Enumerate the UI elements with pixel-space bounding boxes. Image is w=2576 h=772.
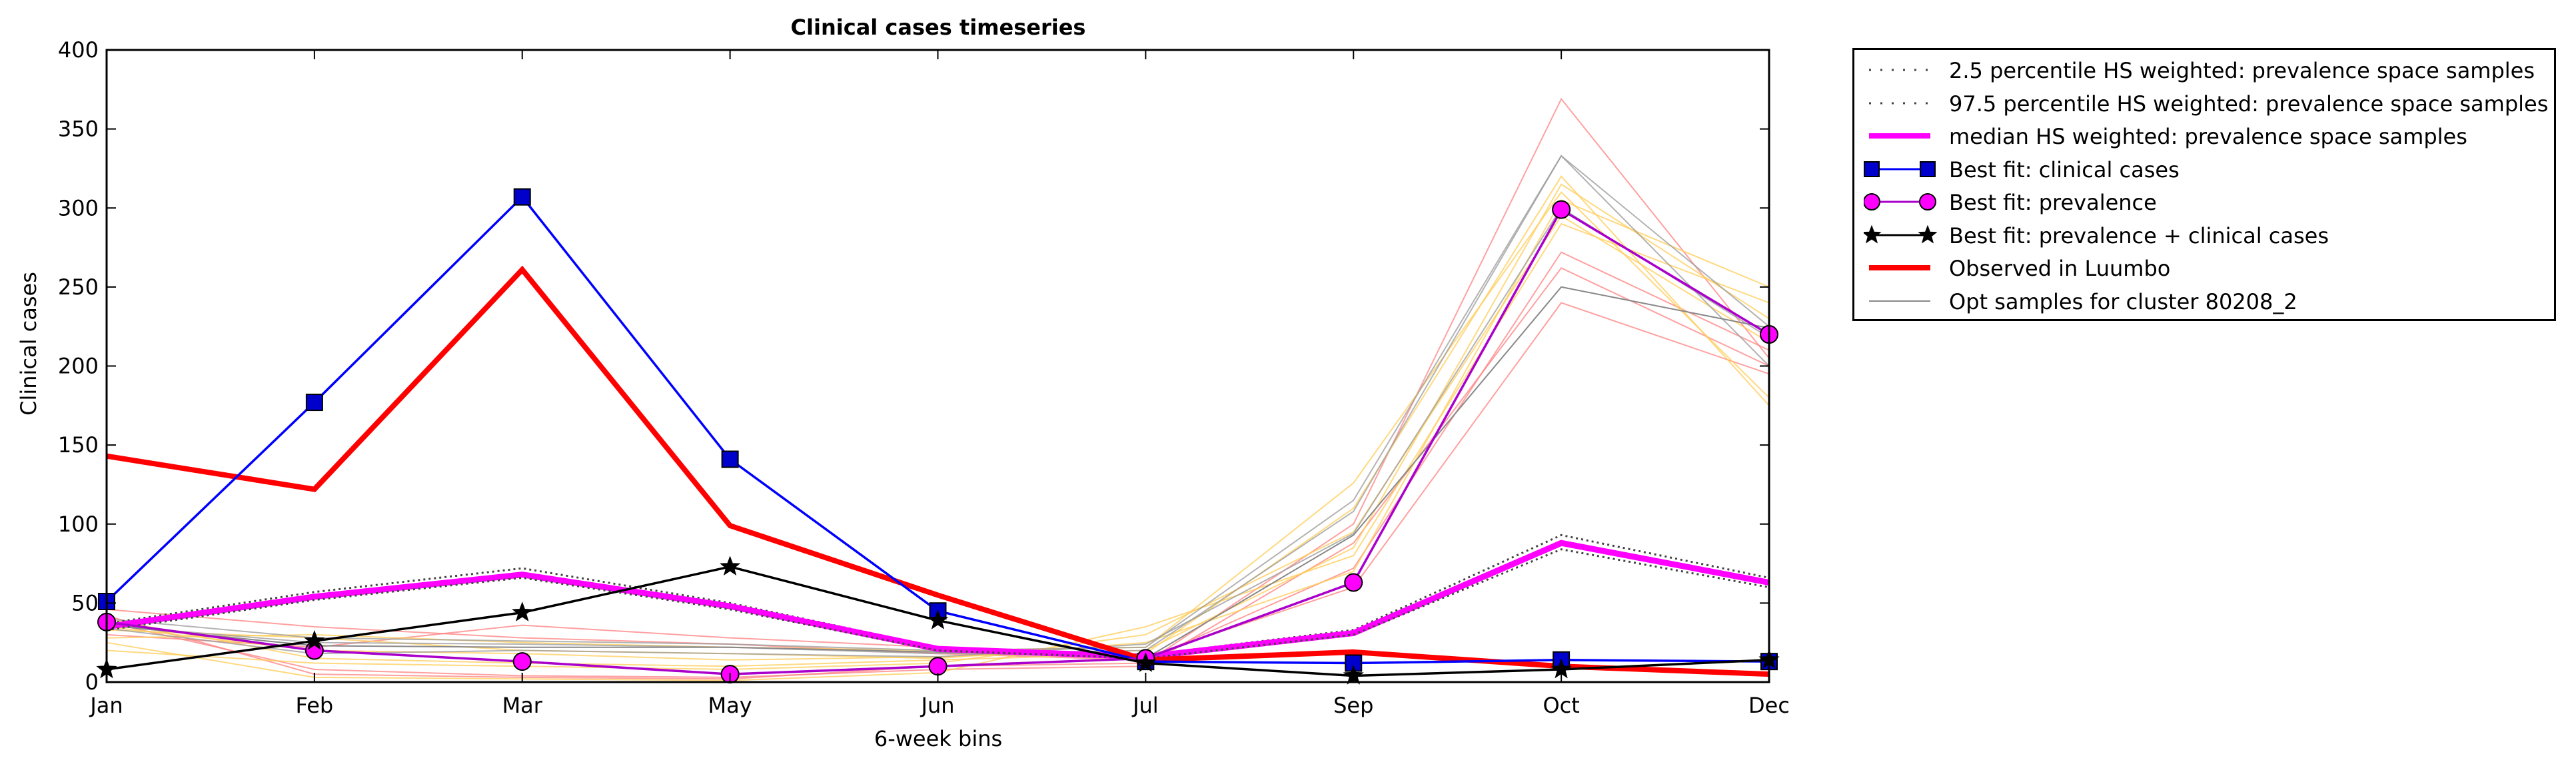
y-tick-label: 400 — [58, 37, 99, 63]
legend-label: Best fit: clinical cases — [1949, 157, 2180, 183]
y-axis-label: Clinical cases — [16, 272, 41, 416]
legend-label: Observed in Luumbo — [1949, 256, 2171, 281]
prevalence-marker — [1344, 573, 1363, 592]
x-tick-label: Oct — [1543, 693, 1579, 718]
legend-entry: median HS weighted: prevalence space sam… — [1854, 120, 2554, 152]
legend-entry: Observed in Luumbo — [1854, 252, 2554, 284]
series-line-opt-samples — [106, 286, 1770, 659]
series-line-median — [106, 540, 1770, 660]
legend-swatch — [1869, 69, 1930, 71]
sample-line — [106, 155, 1770, 655]
prevalence-marker — [512, 652, 532, 671]
prevalence-marker — [928, 657, 948, 676]
legend-label: 97.5 percentile HS weighted: prevalence … — [1949, 91, 2549, 117]
chart-title: Clinical cases timeseries — [791, 15, 1086, 40]
combined-marker — [1135, 652, 1156, 672]
legend-entry: 2.5 percentile HS weighted: prevalence s… — [1854, 54, 2554, 86]
legend-swatch — [1864, 224, 1937, 243]
x-tick-label: Sep — [1333, 693, 1373, 718]
x-tick-label: Jul — [1131, 693, 1159, 718]
y-tick-label: 350 — [58, 117, 99, 142]
x-tick-label: Feb — [296, 693, 334, 718]
y-tick-label: 0 — [85, 669, 99, 695]
x-tick-label: Dec — [1748, 693, 1790, 718]
series-line-p25 — [106, 548, 1770, 659]
y-tick-label: 300 — [58, 195, 99, 220]
legend-swatch — [1869, 265, 1930, 270]
x-axis-label: 6-week bins — [874, 726, 1002, 751]
legend-label: Opt samples for cluster 80208_2 — [1949, 288, 2297, 314]
clinical-marker — [513, 188, 531, 206]
x-tick-label: May — [708, 693, 752, 718]
legend: 2.5 percentile HS weighted: prevalence s… — [1852, 48, 2556, 321]
legend-swatch — [1864, 161, 1936, 177]
sample-line — [106, 183, 1770, 661]
legend-marker — [1864, 161, 1880, 177]
combined-marker — [512, 601, 533, 621]
y-tick-label: 150 — [58, 432, 99, 458]
legend-marker — [1864, 224, 1882, 243]
x-tick-label: Jan — [89, 693, 123, 718]
sample-line — [106, 251, 1770, 661]
combined-marker — [720, 556, 741, 576]
legend-entry: Opt samples for cluster 80208_2 — [1854, 285, 2554, 317]
legend-swatch — [1864, 193, 1936, 210]
sample-line — [106, 206, 1770, 658]
y-tick-label: 200 — [58, 354, 99, 379]
plot-area — [96, 97, 1780, 685]
sample-line — [106, 191, 1770, 651]
legend-label: Best fit: prevalence + clinical cases — [1949, 222, 2329, 248]
legend-marker — [1920, 161, 1936, 177]
y-tick-label: 100 — [58, 512, 99, 537]
legend-entry: 97.5 percentile HS weighted: prevalence … — [1854, 87, 2554, 119]
legend-label: median HS weighted: prevalence space sam… — [1949, 124, 2467, 149]
legend-swatch — [1869, 102, 1930, 104]
clinical-marker — [721, 450, 739, 468]
y-tick-label: 50 — [71, 590, 99, 615]
x-tick-label: Mar — [502, 693, 543, 718]
legend-swatch — [1869, 133, 1930, 139]
legend-entry: Best fit: prevalence + clinical cases — [1854, 219, 2554, 251]
legend-label: 2.5 percentile HS weighted: prevalence s… — [1949, 58, 2535, 83]
legend-marker — [1918, 224, 1937, 243]
prevalence-marker — [1552, 200, 1571, 219]
clinical-marker — [305, 394, 323, 412]
x-tick-label: Jun — [920, 693, 955, 718]
sample-line — [106, 155, 1770, 651]
legend-marker — [1919, 193, 1936, 210]
y-tick-label: 250 — [58, 274, 99, 300]
combined-marker — [304, 629, 325, 650]
legend-swatch — [1869, 300, 1930, 302]
legend-marker — [1864, 193, 1880, 210]
legend-label: Best fit: prevalence — [1949, 190, 2157, 215]
axes: 0 50 100 150 200 250 300 350 400 Jan Feb Mar May Jun J… — [58, 37, 1790, 718]
combined-marker — [927, 609, 949, 629]
legend-entry: Best fit: clinical cases — [1854, 153, 2554, 185]
legend-entry: Best fit: prevalence — [1854, 186, 2554, 218]
